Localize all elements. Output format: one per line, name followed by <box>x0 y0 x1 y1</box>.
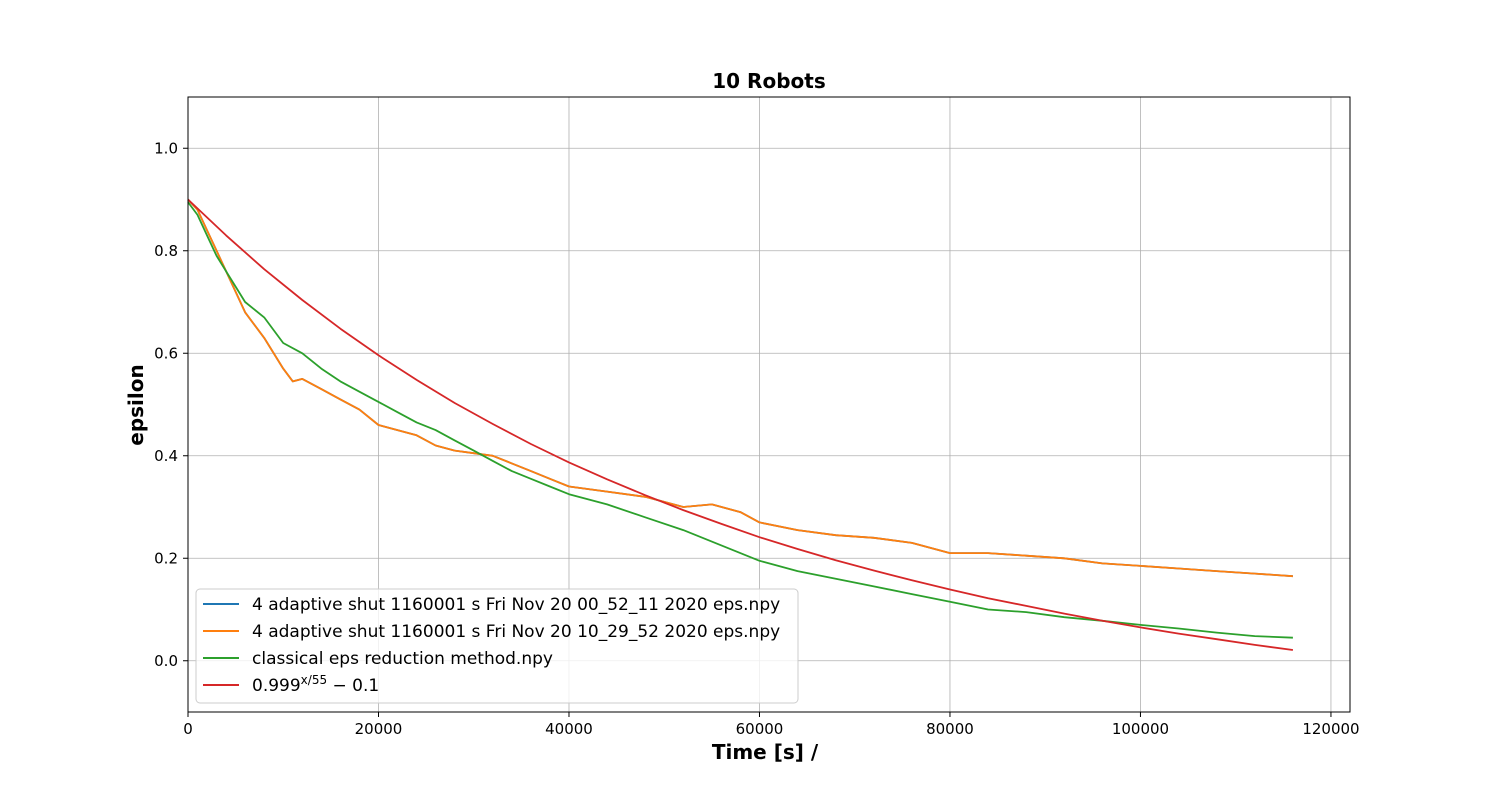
series-lines <box>187 198 1294 651</box>
x-tick-label: 40000 <box>545 720 593 738</box>
y-tick-label: 0.0 <box>154 652 178 670</box>
x-tick-label: 80000 <box>926 720 974 738</box>
legend-label-2: 4 adaptive shut 1160001 s Fri Nov 20 10_… <box>252 622 780 642</box>
y-tick-label: 0.6 <box>154 344 178 362</box>
x-tick-label: 20000 <box>355 720 403 738</box>
legend-label-4: 0.999x/55 − 0.1 <box>252 673 379 696</box>
series-line-4 <box>187 198 1294 651</box>
x-tick-label: 0 <box>183 720 193 738</box>
legend-box <box>195 588 799 704</box>
plot-frame <box>187 96 1351 713</box>
chart-title: 10 Robots <box>712 69 825 93</box>
x-tick-label: 60000 <box>736 720 784 738</box>
y-tick-label: 0.4 <box>154 447 178 465</box>
legend: 4 adaptive shut 1160001 s Fri Nov 20 00_… <box>195 588 799 704</box>
y-tick-label: 0.8 <box>154 242 178 260</box>
series-line-3 <box>187 201 1293 639</box>
legend-label-3: classical eps reduction method.npy <box>252 649 553 669</box>
axis-ticks: 0 20000 40000 60000 80000 100000 120000 0.0 0.2 0… <box>154 139 1359 738</box>
y-axis-label: epsilon <box>124 364 148 445</box>
y-tick-label: 1.0 <box>154 139 178 157</box>
x-axis-label: Time [s] / <box>712 740 819 764</box>
legend-label-1: 4 adaptive shut 1160001 s Fri Nov 20 00_… <box>252 595 780 615</box>
series-line-2 <box>187 198 1293 578</box>
y-tick-label: 0.2 <box>154 549 178 567</box>
x-tick-label: 120000 <box>1302 720 1359 738</box>
x-tick-label: 100000 <box>1112 720 1169 738</box>
